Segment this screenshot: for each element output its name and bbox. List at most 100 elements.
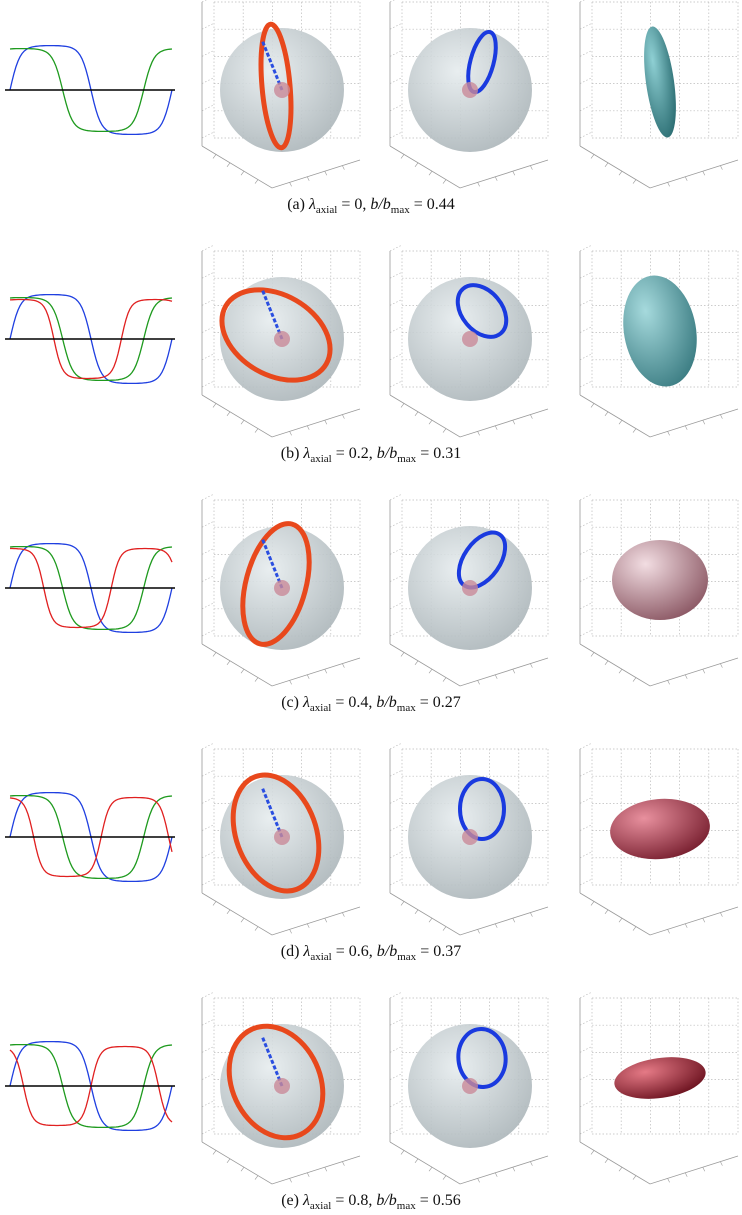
tick	[400, 1150, 405, 1155]
tick	[494, 176, 498, 181]
grid-line	[201, 1073, 215, 1080]
grid-line	[201, 1046, 215, 1053]
tick	[240, 1167, 245, 1172]
loop	[455, 283, 509, 339]
caption-part: 0.6	[348, 943, 369, 960]
ellipsoid	[623, 275, 697, 387]
caption: (e) λaxial = 0.8, b/bmax = 0.56	[0, 1192, 742, 1212]
wave-curve	[9, 796, 173, 878]
grid-line	[389, 878, 403, 886]
center-dot	[274, 331, 290, 347]
tick	[289, 431, 292, 436]
tick	[494, 674, 498, 679]
floor	[389, 1141, 549, 1185]
tick	[442, 926, 447, 931]
tick	[684, 425, 688, 430]
tick	[667, 431, 670, 436]
tick	[494, 425, 498, 430]
wave-curve	[9, 47, 173, 133]
tick	[289, 680, 292, 685]
grid-line	[201, 1100, 215, 1108]
caption-part: b/b	[376, 694, 397, 711]
wave-curve	[9, 545, 173, 631]
tick	[400, 901, 405, 906]
tick	[442, 179, 447, 184]
tick	[530, 414, 533, 419]
grid-line	[579, 244, 593, 252]
grid-line	[201, 50, 215, 57]
tick	[240, 669, 245, 674]
grid-line	[389, 602, 403, 610]
grid-line	[579, 326, 593, 333]
tick	[512, 420, 516, 425]
grid-line	[389, 380, 403, 388]
caption-part: =	[341, 196, 351, 213]
floor	[579, 1141, 739, 1185]
caption-part: =	[419, 1192, 429, 1209]
tick	[324, 1167, 328, 1172]
caption-part: (a)	[287, 196, 305, 213]
grid-line	[389, 520, 403, 528]
grid-line	[389, 1073, 403, 1080]
tick	[494, 1172, 498, 1177]
tick	[442, 428, 447, 433]
grid-line	[389, 104, 403, 112]
grid-line	[579, 575, 593, 582]
tick	[254, 1175, 259, 1180]
tick	[306, 425, 310, 430]
tick	[414, 909, 419, 914]
tick	[684, 923, 688, 928]
grid-line	[201, 22, 215, 30]
loop	[456, 1027, 508, 1089]
caption-part: λ	[302, 1192, 310, 1209]
spoke	[260, 39, 284, 91]
wave-curve	[9, 1043, 173, 1129]
center-dot	[462, 580, 478, 596]
grid-line	[579, 22, 593, 30]
caption-part: =	[420, 943, 430, 960]
grid-line	[389, 493, 403, 501]
tick	[306, 923, 310, 928]
grid-line	[579, 131, 593, 139]
caption-part: (b)	[280, 445, 300, 462]
tick	[702, 171, 706, 176]
center-dot	[274, 1078, 290, 1094]
tick	[720, 414, 723, 419]
tick	[342, 414, 345, 419]
grid-line	[389, 0, 395, 3]
tick	[289, 1178, 292, 1183]
tick	[306, 1172, 310, 1177]
loop	[258, 21, 294, 151]
tick	[512, 918, 516, 923]
grid-line	[579, 824, 593, 831]
tick	[414, 660, 419, 665]
tick	[324, 669, 328, 674]
grid-line	[389, 991, 403, 999]
loop	[230, 772, 322, 894]
grid-line	[579, 1127, 593, 1135]
grid-line	[201, 878, 215, 886]
tick	[684, 1172, 688, 1177]
grid-line	[579, 602, 593, 610]
grid-line	[579, 380, 593, 388]
grid-line	[579, 1046, 593, 1053]
tick	[720, 663, 723, 668]
caption-part: 0.2	[348, 445, 369, 462]
tick	[667, 182, 670, 187]
loop	[458, 777, 506, 841]
tick	[477, 182, 480, 187]
tick	[289, 929, 292, 934]
caption-part: ,	[368, 1192, 373, 1209]
tick	[618, 420, 623, 425]
tick	[632, 179, 637, 184]
caption-part: ,	[368, 943, 373, 960]
tick	[240, 918, 245, 923]
tick	[212, 901, 217, 906]
tick	[342, 1161, 345, 1166]
grid-line	[579, 629, 593, 637]
tick	[632, 1175, 637, 1180]
grid-line	[389, 1100, 403, 1108]
tick	[254, 677, 259, 682]
caption-part: =	[419, 694, 429, 711]
grid-line	[579, 1100, 593, 1108]
